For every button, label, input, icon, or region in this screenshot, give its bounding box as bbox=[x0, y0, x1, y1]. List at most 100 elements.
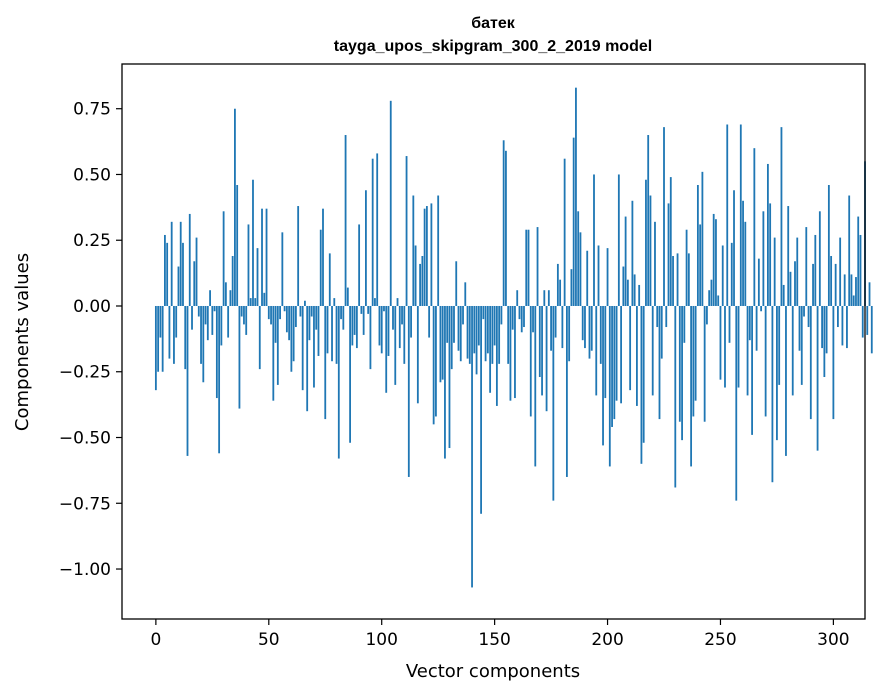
x-tick-label: 200 bbox=[591, 630, 623, 650]
bar bbox=[462, 305, 464, 325]
bar bbox=[518, 305, 521, 320]
bar bbox=[676, 253, 679, 306]
bar bbox=[313, 305, 315, 388]
bar bbox=[319, 229, 322, 306]
bar bbox=[706, 305, 708, 325]
bar bbox=[374, 298, 376, 306]
y-tick-label: 0.75 bbox=[73, 100, 111, 120]
bar bbox=[769, 203, 772, 306]
bar bbox=[737, 305, 740, 388]
bar bbox=[439, 305, 442, 383]
bar bbox=[493, 305, 496, 346]
bar bbox=[848, 195, 851, 306]
bar bbox=[193, 261, 196, 306]
bar bbox=[593, 174, 595, 306]
bar bbox=[789, 271, 792, 306]
bar bbox=[423, 208, 426, 306]
bar bbox=[538, 305, 541, 378]
bar bbox=[355, 305, 358, 349]
bar bbox=[401, 305, 403, 325]
bar bbox=[611, 305, 613, 427]
bar bbox=[762, 211, 765, 306]
bar bbox=[209, 290, 211, 306]
bar bbox=[509, 305, 512, 401]
bar bbox=[491, 305, 494, 364]
bar bbox=[814, 234, 817, 306]
bar bbox=[297, 206, 300, 306]
bar bbox=[597, 245, 600, 306]
bar bbox=[809, 305, 812, 420]
bar bbox=[161, 305, 164, 372]
bar bbox=[344, 135, 347, 306]
bar bbox=[200, 305, 202, 364]
bar bbox=[575, 87, 577, 306]
x-tick-label: 0 bbox=[150, 630, 161, 650]
bar bbox=[477, 305, 480, 346]
bar bbox=[299, 305, 302, 317]
bar bbox=[249, 298, 252, 306]
bar bbox=[825, 305, 828, 354]
bar bbox=[563, 158, 566, 306]
bar bbox=[367, 305, 370, 314]
bar bbox=[527, 229, 530, 306]
bar bbox=[658, 305, 661, 420]
bar bbox=[482, 305, 485, 320]
bar bbox=[796, 237, 799, 306]
x-tick-label: 50 bbox=[258, 630, 280, 650]
y-tick-label: 0.25 bbox=[73, 231, 111, 251]
bar bbox=[342, 305, 345, 330]
bar bbox=[859, 234, 862, 306]
bar bbox=[276, 305, 279, 385]
bar bbox=[830, 256, 833, 306]
bar bbox=[818, 211, 821, 306]
bar bbox=[780, 127, 783, 306]
bar bbox=[599, 305, 602, 364]
bar bbox=[432, 305, 435, 425]
x-tick-label: 250 bbox=[704, 630, 736, 650]
bar bbox=[326, 305, 329, 354]
bar bbox=[837, 305, 839, 328]
bar bbox=[642, 305, 645, 443]
bar bbox=[437, 195, 440, 306]
bar bbox=[371, 158, 374, 306]
bar bbox=[308, 305, 311, 341]
bar bbox=[466, 305, 469, 359]
bar bbox=[748, 305, 751, 341]
bar bbox=[631, 200, 634, 306]
bar bbox=[523, 305, 525, 328]
bar bbox=[376, 153, 379, 306]
bar bbox=[322, 208, 324, 306]
bar bbox=[791, 305, 794, 396]
bar bbox=[236, 185, 239, 306]
bar bbox=[751, 305, 753, 435]
bar bbox=[532, 305, 534, 333]
bar bbox=[846, 305, 848, 349]
bar bbox=[766, 163, 769, 306]
bar bbox=[392, 305, 394, 330]
x-tick-label: 300 bbox=[817, 630, 849, 650]
bar bbox=[455, 261, 458, 306]
bar bbox=[541, 305, 543, 396]
bar bbox=[629, 305, 632, 391]
bar bbox=[301, 305, 304, 391]
bar bbox=[690, 305, 693, 467]
bar bbox=[852, 295, 855, 306]
bar bbox=[274, 305, 277, 343]
bar bbox=[505, 150, 507, 306]
bar bbox=[263, 292, 266, 306]
y-axis-ticks: 0.75 0.50 0.25 0.00 −0.25 −0.50 −0.75 −1.00 bbox=[59, 100, 122, 580]
bar bbox=[785, 305, 787, 456]
bar bbox=[288, 305, 291, 341]
bar bbox=[604, 305, 607, 399]
bar bbox=[692, 305, 695, 417]
bar bbox=[606, 248, 609, 306]
y-tick-label: −1.00 bbox=[59, 560, 111, 580]
bar bbox=[416, 305, 419, 404]
bar bbox=[186, 305, 189, 456]
bar bbox=[495, 305, 498, 406]
bar bbox=[349, 305, 351, 443]
bar bbox=[660, 305, 663, 359]
bar bbox=[360, 305, 363, 314]
bar bbox=[667, 203, 670, 306]
